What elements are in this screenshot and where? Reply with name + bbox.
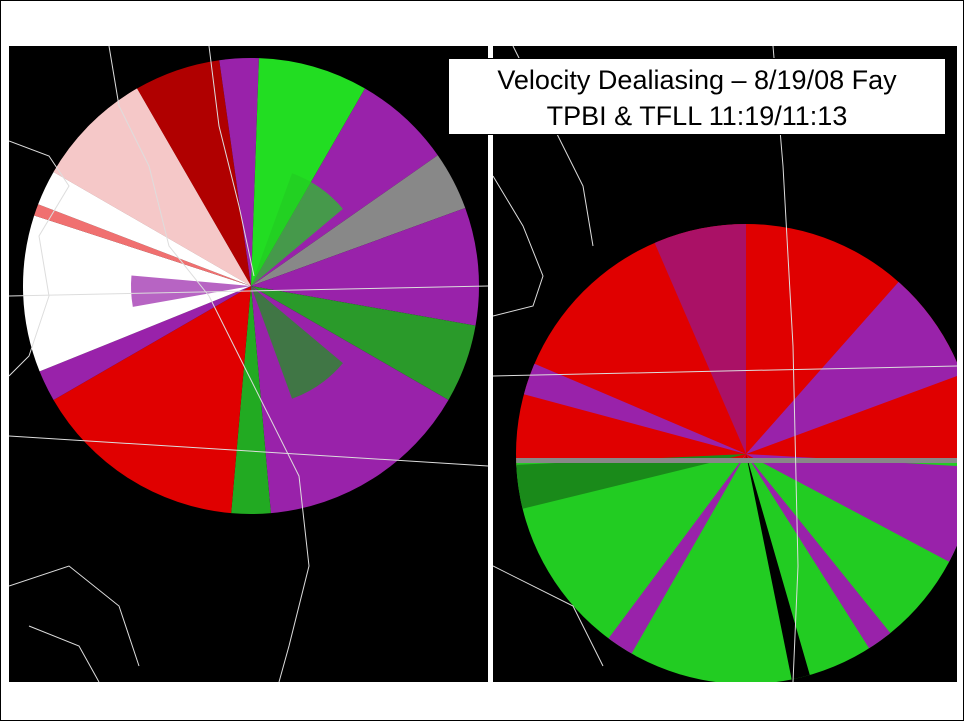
left-radar-image bbox=[9, 46, 488, 682]
title-line: TPBI & TFLL 11:19/11:13 bbox=[449, 98, 945, 134]
title-line: Velocity Dealiasing – 8/19/08 Fay bbox=[449, 62, 945, 98]
right-radar-image bbox=[493, 46, 957, 682]
title-box: Velocity Dealiasing – 8/19/08 Fay TPBI &… bbox=[448, 58, 946, 135]
slide: Velocity Dealiasing – 8/19/08 Fay TPBI &… bbox=[0, 0, 964, 721]
